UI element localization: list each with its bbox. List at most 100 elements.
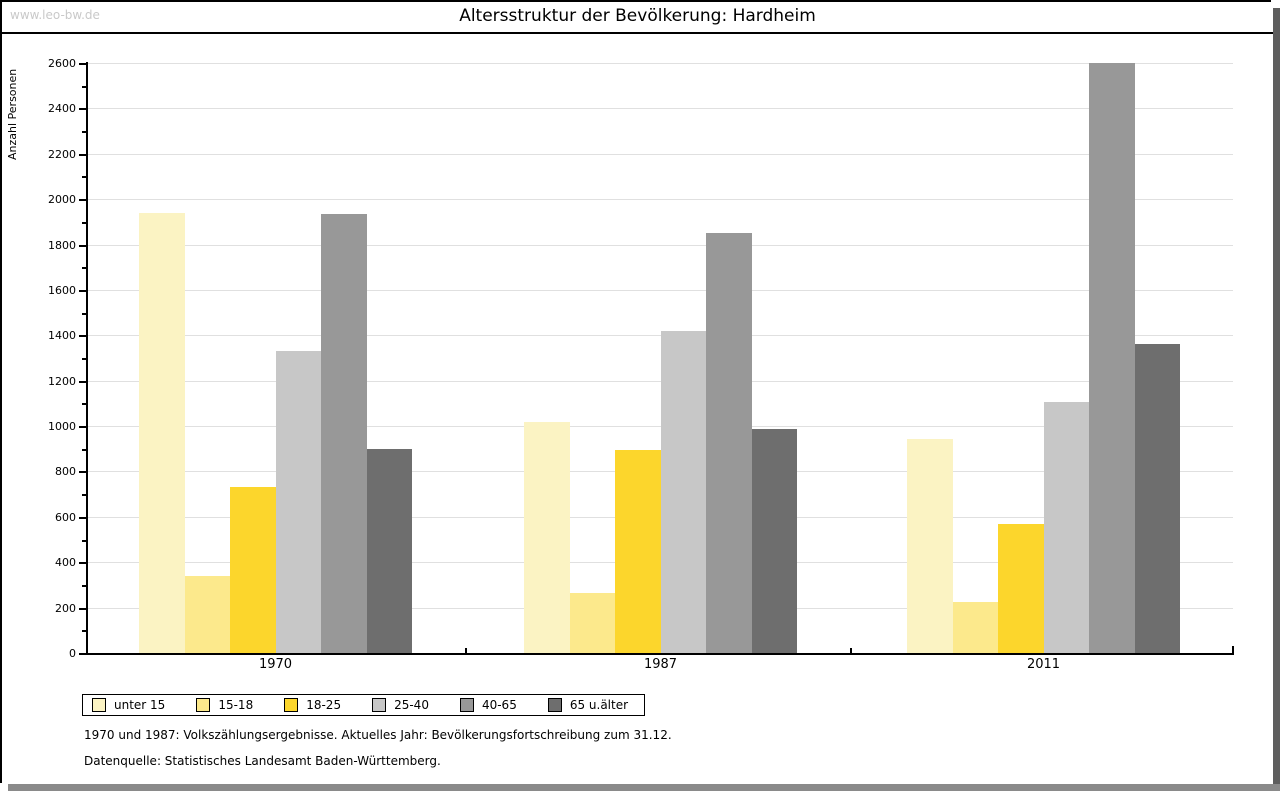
gridline <box>87 153 1233 155</box>
legend-label: 15-18 <box>218 698 254 712</box>
bar-2011-65-u-lter <box>1134 344 1180 653</box>
bar-1987-40-65 <box>706 233 752 653</box>
gridline <box>87 63 1233 64</box>
legend-swatch-40-65 <box>459 698 474 712</box>
y-minor-tick <box>82 85 86 88</box>
bar-1987-15-18 <box>569 592 615 653</box>
bar-1987-25-40 <box>660 330 706 653</box>
x-category-label: 2011 <box>1026 657 1061 672</box>
bar-1970-18-25 <box>230 487 276 653</box>
y-tick-label: 1000 <box>48 420 76 434</box>
gridline <box>87 199 1233 201</box>
y-minor-tick <box>82 539 86 542</box>
legend-item: 25-40 <box>372 698 429 712</box>
watermark: www.leo-bw.de <box>10 8 100 22</box>
y-tick-label: 1400 <box>48 329 76 343</box>
legend-box: unter 15 15-18 18-25 25-40 40-65 65 u.äl… <box>82 694 646 716</box>
bar-1970-65-u-lter <box>366 448 412 653</box>
y-tick-label: 1600 <box>48 283 76 297</box>
legend-swatch-unter-15 <box>92 698 106 712</box>
y-minor-tick <box>82 494 86 497</box>
y-tick-label: 400 <box>55 556 76 570</box>
y-tick-label: 600 <box>55 510 76 524</box>
x-category-label: 1970 <box>258 657 293 672</box>
legend-swatch-15-18 <box>196 698 211 712</box>
y-tick-label: 800 <box>55 465 76 479</box>
bar-1987-18-25 <box>615 449 661 653</box>
bar-2011-25-40 <box>1043 402 1089 653</box>
y-minor-tick <box>82 448 86 451</box>
y-minor-tick <box>82 403 86 406</box>
x-axis-line <box>86 653 1234 655</box>
legend-swatch-25-40 <box>372 698 387 712</box>
y-major-tick <box>79 153 86 156</box>
bar-1987-unter-15 <box>524 421 570 653</box>
legend-label: 18-25 <box>306 698 342 712</box>
y-tick-label: 0 <box>69 647 76 660</box>
y-major-tick <box>79 426 86 429</box>
y-tick-label: 1800 <box>48 238 76 252</box>
panel-shadow-right <box>1273 8 1280 791</box>
y-minor-tick <box>82 358 86 360</box>
bar-1987-65-u-lter <box>751 429 797 653</box>
gridline <box>87 244 1233 246</box>
x-group-tick <box>850 648 852 653</box>
legend-item: 40-65 <box>459 698 517 712</box>
y-major-tick <box>79 471 86 474</box>
chart-title: Altersstruktur der Bevölkerung: Hardheim <box>459 6 816 26</box>
gridline <box>87 380 1233 382</box>
legend-label: 65 u.älter <box>569 698 629 712</box>
legend-item: 65 u.älter <box>547 698 629 712</box>
y-tick-label: 200 <box>55 601 76 615</box>
footnote-source: Datenquelle: Statistisches Landesamt Bad… <box>84 754 441 768</box>
y-minor-tick <box>82 584 86 587</box>
y-tick-label: 2600 <box>48 57 76 70</box>
legend-swatch-65-older <box>547 698 562 712</box>
bar-1970-15-18 <box>184 575 230 653</box>
y-major-tick <box>79 653 86 655</box>
bar-2011-18-25 <box>998 523 1044 653</box>
y-major-tick <box>79 516 86 519</box>
y-major-tick <box>79 607 86 610</box>
x-end-tick <box>1232 646 1234 653</box>
y-major-tick <box>79 562 86 565</box>
bar-2011-unter-15 <box>907 438 953 653</box>
y-major-tick <box>79 199 86 202</box>
y-major-tick <box>79 244 86 247</box>
bar-2011-15-18 <box>952 601 998 653</box>
y-minor-tick <box>82 630 86 633</box>
bar-2011-40-65 <box>1089 63 1135 653</box>
legend-item: unter 15 <box>92 698 165 712</box>
bar-1970-40-65 <box>321 213 367 653</box>
y-minor-tick <box>82 267 86 270</box>
y-axis-title: Anzahl Personen <box>6 68 19 160</box>
y-tick-label: 1200 <box>48 374 76 388</box>
legend-item: 15-18 <box>196 698 253 712</box>
y-minor-tick <box>82 312 86 315</box>
legend-item: 18-25 <box>284 698 341 712</box>
y-minor-tick <box>82 131 86 134</box>
y-major-tick <box>79 108 86 111</box>
y-tick-label: 2400 <box>48 102 76 116</box>
header-divider <box>2 32 1273 34</box>
y-minor-tick <box>82 221 86 224</box>
y-major-tick <box>79 63 86 65</box>
gridline <box>87 335 1233 337</box>
legend-swatch-18-25 <box>284 698 299 712</box>
x-category-label: 1987 <box>643 657 678 672</box>
y-tick-label: 2200 <box>48 147 76 161</box>
bar-1970-unter-15 <box>139 212 185 653</box>
y-tick-label: 2000 <box>48 193 76 207</box>
legend-label: 40-65 <box>481 698 517 712</box>
legend-label: 25-40 <box>394 698 429 712</box>
bar-1970-25-40 <box>275 351 321 653</box>
gridline <box>87 426 1233 428</box>
gridline <box>87 289 1233 291</box>
y-major-tick <box>79 289 86 292</box>
footnote-methodology: 1970 und 1987: Volkszählungsergebnisse. … <box>84 728 672 742</box>
gridline <box>87 108 1233 110</box>
y-minor-tick <box>82 176 86 179</box>
legend-label: unter 15 <box>114 698 166 712</box>
